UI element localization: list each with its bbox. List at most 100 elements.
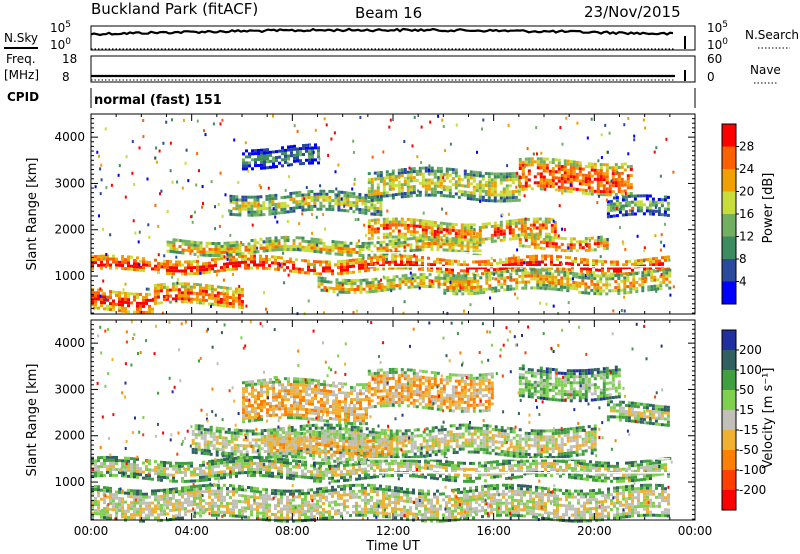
heatmap-cell	[356, 309, 359, 313]
heatmap-cell	[219, 303, 223, 307]
heatmap-cell	[169, 141, 172, 145]
heatmap-cell	[320, 288, 324, 292]
heatmap-cell	[329, 286, 333, 290]
heatmap-cell	[409, 230, 413, 234]
heatmap-cell	[506, 288, 510, 291]
heatmap-cell	[225, 289, 229, 293]
heatmap-cell	[512, 254, 515, 258]
heatmap-cell	[226, 460, 229, 464]
heatmap-cell	[451, 259, 454, 263]
heatmap-cell	[388, 175, 392, 179]
heatmap-cell	[460, 232, 464, 236]
heatmap-cell	[542, 274, 546, 278]
heatmap-cell	[394, 242, 398, 245]
heatmap-cell	[97, 257, 100, 261]
heatmap-cell	[526, 217, 530, 221]
heatmap-cell	[490, 466, 493, 470]
heatmap-cell	[587, 186, 591, 190]
heatmap-cell	[283, 461, 286, 465]
heatmap-cell	[628, 209, 631, 213]
heatmap-cell	[446, 279, 450, 283]
heatmap-cell	[428, 266, 431, 270]
heatmap-cell	[605, 274, 609, 278]
heatmap-cell	[232, 460, 235, 463]
heatmap-cell	[380, 286, 384, 289]
freq-tick-right-high: 60	[707, 52, 722, 66]
heatmap-cell	[614, 172, 618, 176]
heatmap-cell	[454, 223, 458, 227]
heatmap-cell	[337, 199, 341, 203]
heatmap-cell	[283, 464, 286, 468]
heatmap-cell	[508, 476, 511, 480]
heatmap-cell	[304, 248, 308, 252]
heatmap-cell	[535, 257, 538, 261]
heatmap-cell	[560, 288, 564, 292]
heatmap-cell	[157, 268, 160, 272]
heatmap-cell	[409, 194, 413, 198]
heatmap-cell	[542, 181, 546, 185]
heatmap-cell	[394, 458, 397, 462]
heatmap-cell	[470, 286, 474, 290]
heatmap-cell	[624, 210, 628, 214]
heatmap-cell	[424, 184, 428, 188]
heatmap-cell	[449, 277, 453, 281]
heatmap-cell	[136, 475, 139, 479]
heatmap-cell	[478, 192, 482, 196]
heatmap-cell	[282, 251, 285, 255]
heatmap-cell	[391, 196, 395, 200]
heatmap-cell	[304, 199, 308, 203]
heatmap-cell	[156, 295, 160, 299]
nsearch-label: N.Search	[745, 28, 799, 42]
heatmap-cell	[488, 278, 492, 282]
heatmap-cell	[511, 262, 514, 266]
heatmap-cell	[91, 264, 94, 268]
heatmap-cell	[424, 222, 428, 226]
noise-tick-left-high: 105	[50, 20, 71, 35]
heatmap-cell	[500, 273, 504, 277]
heatmap-cell	[331, 476, 334, 480]
heatmap-cell	[491, 276, 494, 280]
heatmap-cell	[208, 250, 212, 254]
heatmap-cell	[523, 221, 527, 225]
heatmap-cell	[358, 254, 362, 257]
heatmap-cell	[283, 207, 287, 211]
heatmap-cell	[278, 161, 281, 165]
heatmap-cell	[464, 283, 468, 287]
heatmap-cell	[353, 288, 357, 291]
heatmap-cell	[322, 266, 325, 270]
heatmap-cell	[370, 186, 374, 190]
heatmap-cell	[226, 244, 230, 248]
heatmap-cell	[283, 242, 287, 245]
heatmap-cell	[184, 239, 188, 243]
heatmap-cell	[406, 260, 409, 264]
heatmap-cell	[418, 245, 422, 249]
heatmap-cell	[610, 479, 613, 483]
heatmap-cell	[536, 181, 540, 185]
heatmap-cell	[421, 225, 425, 229]
heatmap-cell	[460, 250, 464, 254]
heatmap-cell	[245, 167, 248, 171]
heatmap-cell	[388, 178, 392, 182]
heatmap-cell	[430, 248, 434, 251]
heatmap-cell	[397, 220, 401, 224]
heatmap-cell	[157, 265, 160, 269]
heatmap-cell	[439, 167, 443, 170]
heatmap-cell	[557, 279, 561, 283]
heatmap-cell	[298, 202, 302, 206]
heatmap-cell	[533, 245, 537, 249]
heatmap-cell	[232, 198, 236, 202]
heatmap-cell	[451, 183, 455, 187]
heatmap-cell	[391, 181, 395, 185]
heatmap-cell	[323, 243, 326, 247]
heatmap-cell	[322, 192, 326, 196]
heatmap-cell	[444, 149, 446, 153]
heatmap-cell	[104, 297, 107, 301]
heatmap-cell	[490, 475, 493, 479]
heatmap-cell	[103, 263, 106, 267]
heatmap-cell	[196, 152, 199, 156]
heatmap-cell	[364, 263, 367, 267]
heatmap-cell	[271, 209, 275, 213]
heatmap-cell	[532, 266, 535, 270]
heatmap-cell	[643, 264, 646, 268]
heatmap-cell	[109, 464, 112, 468]
